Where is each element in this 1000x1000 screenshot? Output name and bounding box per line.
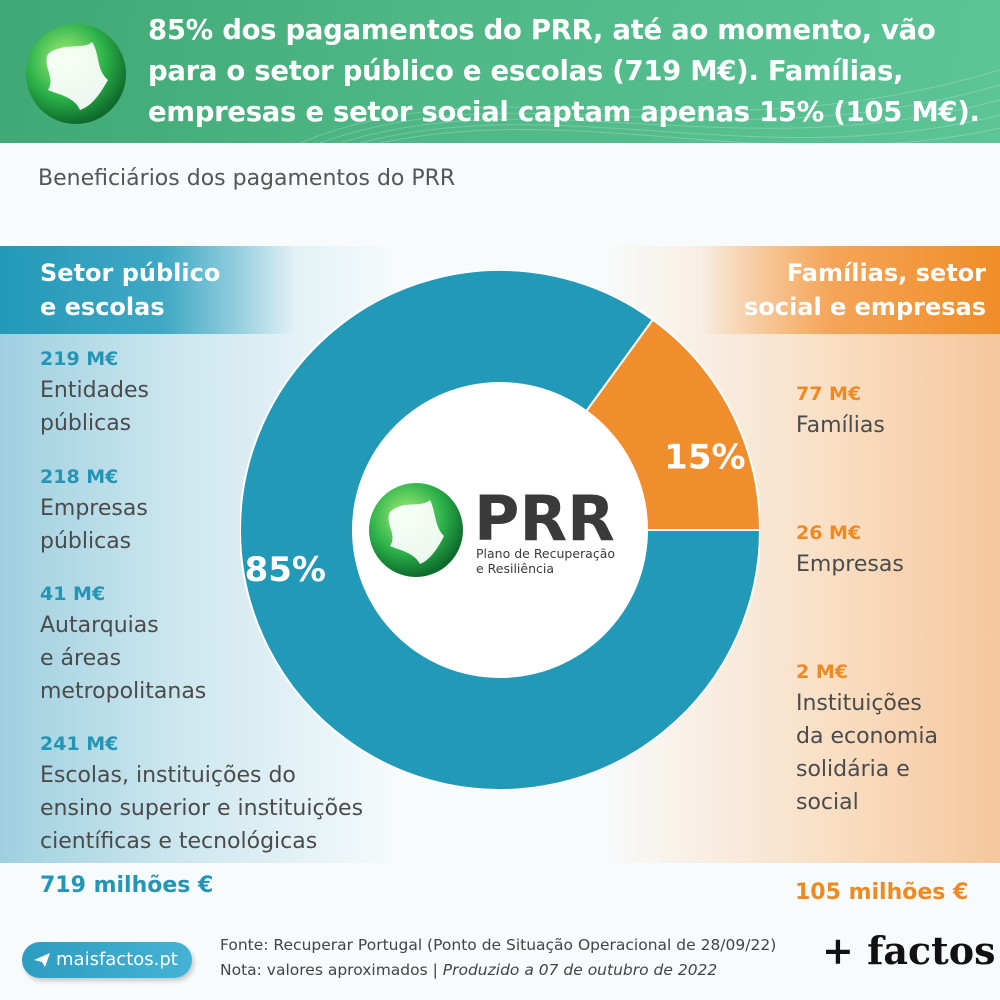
item-label: Famílias <box>796 409 885 442</box>
slice-label-setor-publico: 85% <box>245 550 326 590</box>
item-label: Entidades públicas <box>40 374 149 440</box>
left-total: 719 milhões € <box>40 873 213 898</box>
prr-acronym: PRR <box>474 482 615 555</box>
prr-emblem-icon <box>369 483 463 577</box>
item-value: 219 M€ <box>40 344 149 374</box>
slice-label-familias-empresas: 15% <box>664 437 745 477</box>
item-label: Instituições da economia solidária e soc… <box>796 687 938 819</box>
footer-produced: Produzido a 07 de outubro de 2022 <box>443 961 718 979</box>
item-value: 26 M€ <box>796 518 904 548</box>
right-item-empresas: 26 M€ Empresas <box>796 518 904 581</box>
paper-plane-icon <box>34 953 50 967</box>
left-item-empresas-publicas: 218 M€ Empresas públicas <box>40 462 148 558</box>
footer-notes: Fonte: Recuperar Portugal (Ponto de Situ… <box>220 933 776 983</box>
chart-subtitle: Beneficiários dos pagamentos do PRR <box>38 166 455 191</box>
item-label: Empresas <box>796 548 904 581</box>
right-panel-title: Famílias, setor social e empresas <box>744 256 986 324</box>
left-item-autarquias: 41 M€ Autarquias e áreas metropolitanas <box>40 579 206 708</box>
prr-logo-icon <box>22 20 130 128</box>
right-item-familias: 77 M€ Famílias <box>796 379 885 442</box>
footer-source: Fonte: Recuperar Portugal (Ponto de Situ… <box>220 933 776 958</box>
prr-line1: Plano de Recuperação <box>476 546 615 561</box>
headline: 85% dos pagamentos do PRR, até ao moment… <box>148 10 988 133</box>
header-banner: 85% dos pagamentos do PRR, até ao moment… <box>0 0 1000 143</box>
item-label: Empresas públicas <box>40 492 148 558</box>
donut-chart: 85% 15% PRR Plano de Recuperação e Resili… <box>240 270 760 790</box>
brand-logo: + factos <box>822 928 995 973</box>
item-value: 218 M€ <box>40 462 148 492</box>
prr-line2: e Resiliência <box>476 561 554 576</box>
item-value: 41 M€ <box>40 579 206 609</box>
item-label: Autarquias e áreas metropolitanas <box>40 609 206 708</box>
footer-note-line: Nota: valores aproximados | Produzido a … <box>220 958 776 983</box>
footer-note: Nota: valores aproximados | <box>220 961 443 979</box>
item-value: 2 M€ <box>796 657 938 687</box>
right-total: 105 milhões € <box>795 880 968 905</box>
left-item-entidades: 219 M€ Entidades públicas <box>40 344 149 440</box>
site-link-text[interactable]: maisfactos.pt <box>56 949 178 970</box>
site-link-badge[interactable]: maisfactos.pt <box>22 942 192 978</box>
item-value: 77 M€ <box>796 379 885 409</box>
right-item-instituicoes: 2 M€ Instituições da economia solidária … <box>796 657 938 819</box>
left-panel-title: Setor público e escolas <box>40 256 220 324</box>
